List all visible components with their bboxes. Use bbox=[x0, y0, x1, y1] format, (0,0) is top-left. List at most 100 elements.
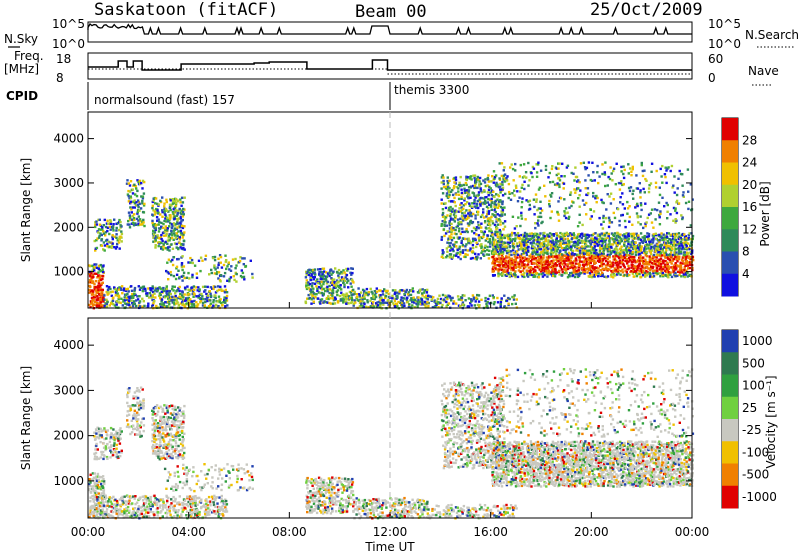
power-cell bbox=[478, 304, 481, 307]
power-cell bbox=[519, 260, 522, 263]
power-cell bbox=[657, 245, 660, 248]
velocity-cell bbox=[95, 484, 98, 487]
power-cell bbox=[133, 288, 136, 291]
power-cell bbox=[570, 271, 573, 275]
power-cell bbox=[510, 234, 513, 237]
power-cell bbox=[642, 226, 645, 230]
power-cell bbox=[677, 247, 680, 250]
power-cell bbox=[198, 289, 201, 293]
power-cell bbox=[593, 240, 597, 244]
power-cell bbox=[499, 185, 502, 188]
power-cell bbox=[685, 245, 688, 248]
power-cell bbox=[122, 289, 126, 292]
power-cell bbox=[581, 223, 584, 227]
power-cell bbox=[452, 249, 455, 253]
power-cell bbox=[231, 258, 235, 261]
power-cell bbox=[597, 181, 600, 185]
power-cell bbox=[168, 203, 172, 206]
power-cell bbox=[168, 225, 171, 228]
power-cell bbox=[139, 286, 142, 289]
power-cell bbox=[531, 165, 535, 169]
power-cell bbox=[335, 282, 338, 285]
power-cell bbox=[92, 275, 95, 279]
power-cell bbox=[578, 181, 581, 184]
power-cell bbox=[583, 203, 586, 206]
power-cell bbox=[240, 269, 243, 272]
power-cell bbox=[401, 305, 404, 308]
power-cell bbox=[547, 239, 550, 242]
power-cell bbox=[544, 262, 547, 265]
power-cell bbox=[176, 226, 179, 229]
power-cell bbox=[660, 175, 663, 178]
power-cell bbox=[477, 234, 481, 237]
power-cell bbox=[491, 294, 494, 297]
power-cell bbox=[568, 258, 571, 262]
power-cell bbox=[473, 186, 476, 190]
power-cell bbox=[131, 188, 134, 191]
power-cell bbox=[110, 246, 113, 249]
power-cell bbox=[620, 251, 624, 254]
power-cell bbox=[612, 169, 615, 173]
power-cell bbox=[582, 271, 585, 274]
power-cell bbox=[589, 242, 593, 246]
power-cell bbox=[578, 235, 582, 238]
power-cell bbox=[534, 257, 538, 260]
power-cell bbox=[548, 265, 551, 269]
power-cell bbox=[658, 240, 661, 244]
power-cell bbox=[455, 186, 458, 189]
power-cell bbox=[453, 201, 456, 204]
power-cell bbox=[178, 238, 181, 241]
power-cell bbox=[448, 244, 452, 248]
power-cell bbox=[499, 205, 503, 209]
power-cell bbox=[599, 273, 603, 276]
power-cell bbox=[244, 264, 248, 268]
power-cell bbox=[473, 231, 476, 235]
power-cell bbox=[539, 169, 543, 172]
power-cell bbox=[229, 269, 233, 272]
power-cell bbox=[544, 237, 548, 240]
power-cell bbox=[636, 268, 639, 271]
power-cell bbox=[666, 203, 669, 207]
power-cell bbox=[532, 167, 536, 170]
power-cell bbox=[615, 237, 618, 240]
power-cell bbox=[612, 269, 615, 272]
power-cell bbox=[600, 264, 604, 268]
velocity-cell bbox=[95, 442, 98, 446]
power-cell bbox=[342, 301, 345, 304]
power-cell bbox=[424, 300, 427, 304]
power-cell bbox=[664, 238, 667, 241]
power-cell bbox=[492, 296, 495, 299]
power-cell bbox=[634, 245, 638, 248]
power-cell bbox=[344, 276, 347, 279]
velocity-cell bbox=[93, 498, 96, 501]
power-cell bbox=[133, 218, 136, 221]
power-cell bbox=[544, 239, 548, 243]
power-cell bbox=[581, 260, 584, 263]
power-cell bbox=[396, 296, 399, 299]
power-cell bbox=[621, 249, 624, 252]
power-cell bbox=[516, 232, 520, 235]
power-cell bbox=[480, 236, 484, 240]
colorbar-segment bbox=[722, 140, 738, 163]
power-cell bbox=[535, 175, 539, 178]
power-cell bbox=[608, 195, 611, 198]
power-cell bbox=[534, 251, 537, 254]
power-cell bbox=[154, 246, 157, 249]
power-cell bbox=[639, 196, 642, 199]
power-cell bbox=[503, 180, 507, 183]
power-cell bbox=[495, 183, 499, 186]
power-cell bbox=[163, 219, 166, 223]
power-cell bbox=[312, 297, 315, 300]
power-cell bbox=[689, 224, 692, 227]
power-cell bbox=[638, 237, 641, 241]
nsky-trace bbox=[87, 23, 692, 37]
power-cell bbox=[171, 258, 174, 262]
power-cell bbox=[90, 272, 93, 275]
power-cell bbox=[642, 256, 645, 259]
power-cell bbox=[558, 262, 561, 266]
power-cell bbox=[509, 271, 512, 275]
power-cell bbox=[623, 241, 626, 244]
power-cell bbox=[666, 261, 669, 264]
velocity-cell bbox=[105, 455, 109, 459]
power-cell bbox=[569, 248, 573, 251]
